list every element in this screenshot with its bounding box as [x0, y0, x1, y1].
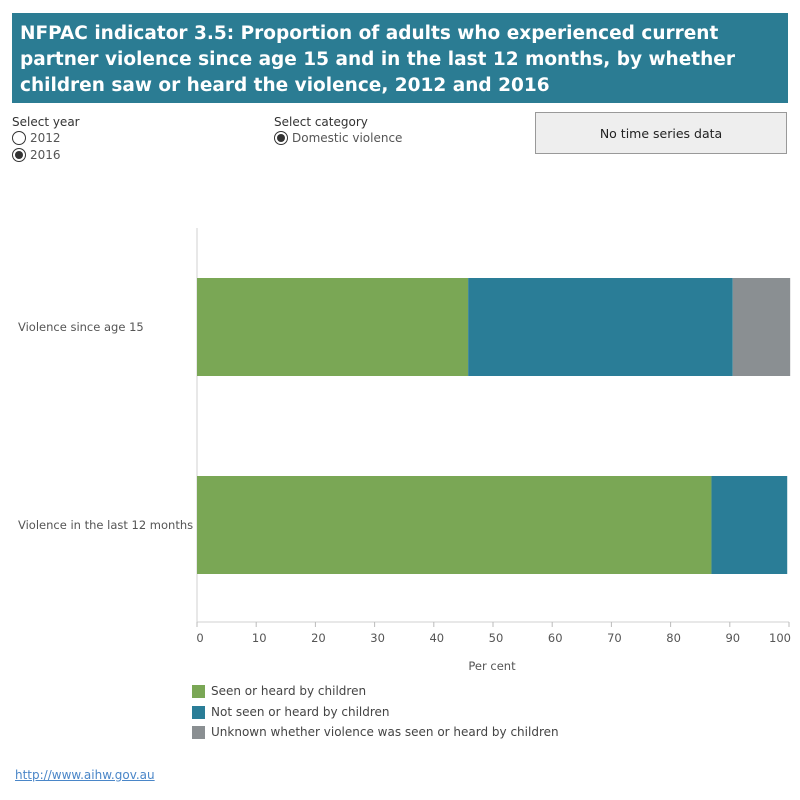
bar-segment	[197, 278, 469, 376]
x-tick-label: 40	[429, 631, 444, 645]
x-tick-label: 0	[196, 631, 203, 645]
legend-label-seen: Seen or heard by children	[211, 684, 367, 698]
legend-label-not-seen: Not seen or heard by children	[211, 705, 390, 719]
legend-item-not-seen[interactable]: Not seen or heard by children	[192, 705, 390, 719]
chart-title: NFPAC indicator 3.5: Proportion of adult…	[20, 23, 735, 96]
x-tick-label: 20	[311, 631, 326, 645]
x-tick-label: 10	[252, 631, 267, 645]
category-label: Violence since age 15	[18, 320, 144, 334]
category-selector-label: Select category	[274, 115, 368, 129]
legend-swatch-seen	[192, 684, 205, 698]
year-option-label: 2016	[30, 148, 61, 162]
category-option-domestic-violence[interactable]: Domestic violence	[274, 131, 402, 145]
stacked-bar-chart: Violence since age 15 Violence in the las…	[18, 228, 791, 673]
aihw-website-link[interactable]: http://www.aihw.gov.au	[15, 768, 155, 782]
bar-segment	[197, 476, 712, 574]
x-tick-label: 60	[548, 631, 563, 645]
bar-segment	[468, 278, 733, 376]
year-selector-label: Select year	[12, 115, 80, 129]
radio-checked-icon[interactable]	[274, 131, 288, 145]
year-option-2012[interactable]: 2012	[12, 131, 61, 145]
category-option-label: Domestic violence	[292, 131, 403, 145]
radio-checked-icon[interactable]	[12, 148, 26, 162]
x-tick-label: 100	[769, 631, 791, 645]
x-axis-label: Per cent	[468, 659, 516, 673]
category-label: Violence in the last 12 months	[18, 518, 193, 532]
header-banner: NFPAC indicator 3.5: Proportion of adult…	[12, 13, 788, 103]
legend-item-unknown[interactable]: Unknown whether violence was seen or hea…	[192, 725, 559, 739]
x-tick-label: 80	[666, 631, 681, 645]
legend-swatch-not-seen	[192, 705, 205, 719]
x-tick-label: 30	[370, 631, 385, 645]
x-tick-label: 90	[725, 631, 740, 645]
legend-swatch-unknown	[192, 725, 205, 739]
bar-segment	[732, 278, 791, 376]
x-tick-label: 70	[607, 631, 622, 645]
bar-segment	[711, 476, 788, 574]
legend-label-unknown: Unknown whether violence was seen or hea…	[211, 725, 559, 739]
legend-item-seen[interactable]: Seen or heard by children	[192, 684, 366, 698]
year-option-label: 2012	[30, 131, 61, 145]
year-option-2016[interactable]: 2016	[12, 148, 61, 162]
no-time-series-notice: No time series data	[535, 112, 787, 154]
x-tick-label: 50	[489, 631, 504, 645]
radio-icon[interactable]	[12, 131, 26, 145]
